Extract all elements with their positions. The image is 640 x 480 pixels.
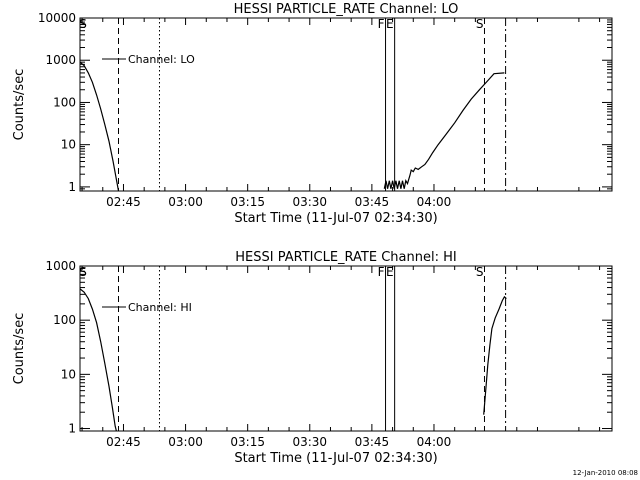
panel-2-y-axis-label: Counts/sec: [12, 313, 27, 385]
panel-1-series-group: [80, 61, 505, 191]
panel-1-title: HESSI PARTICLE_RATE Channel: LO: [234, 2, 459, 17]
panel-1-x-tick-label: 03:45: [355, 195, 390, 209]
panel-2-series-group: [80, 288, 507, 431]
panel-2-x-tick-label: 03:45: [355, 435, 390, 449]
panel-1-y-tick-label: 100: [53, 95, 76, 109]
panel-1-event-label: S: [476, 17, 484, 31]
panel-1-x-tick-label: 04:00: [417, 195, 452, 209]
panel-1-event-label: F: [378, 17, 385, 31]
panel-1-plot-frame: [79, 17, 613, 192]
panel-2-y-tick-label: 10: [61, 367, 76, 381]
panel-1-x-tick-label: 02:45: [106, 195, 141, 209]
panel-2-x-tick-label: 03:15: [230, 435, 265, 449]
panel-2-series-line: [80, 288, 117, 431]
panel-1-series-line: [80, 61, 120, 191]
panel-1-event-label: E: [386, 17, 394, 31]
panel-2-chart: HESSI PARTICLE_RATE Channel: HI 02:45 03:0…: [12, 250, 613, 466]
panel-1-x-tick-label: 03:00: [168, 195, 203, 209]
panel-1-x-tick-label: 03:15: [230, 195, 265, 209]
panel-1-series-line: [383, 72, 505, 189]
panel-2-x-axis-label: Start Time (11-Jul-07 02:34:30): [234, 451, 437, 466]
panel-1-x-axis-label: Start Time (11-Jul-07 02:34:30): [234, 211, 437, 226]
panel-2-y-tick-label: 100: [53, 313, 76, 327]
panel-2-event-label: F: [378, 265, 385, 279]
panel-2-title: HESSI PARTICLE_RATE Channel: HI: [235, 250, 456, 265]
panel-1-y-tick-label: 1: [68, 180, 76, 194]
panel-2-x-tick-label: 02:45: [106, 435, 141, 449]
panel-1-y-tick-label: 10000: [38, 11, 76, 25]
panel-2-x-tick-label: 03:30: [292, 435, 327, 449]
panel-2-event-label: S: [79, 265, 87, 279]
panel-2-event-label: E: [386, 265, 394, 279]
footer-timestamp: 12-Jan-2010 08:08: [573, 469, 638, 477]
panel-1-y-tick-label: 1000: [45, 53, 76, 67]
panel-2-x-tick-label: 03:00: [168, 435, 203, 449]
panel-1-y-axis-label: Counts/sec: [12, 69, 27, 141]
panel-2-x-tick-label: 04:00: [417, 435, 452, 449]
panel-2-y-tick-label: 1: [68, 422, 76, 436]
panel-1-chart: HESSI PARTICLE_RATE Channel: LO 02:45 03:0…: [12, 2, 613, 226]
panel-2-series-line: [483, 295, 507, 415]
panel-2-event-label: S: [476, 265, 484, 279]
panel-2-y-tick-label: 1000: [45, 259, 76, 273]
panel-2-legend-label: Channel: HI: [128, 301, 192, 314]
panel-1-y-tick-label: 10: [61, 138, 76, 152]
panel-1-x-tick-label: 03:30: [292, 195, 327, 209]
panel-1-legend-label: Channel: LO: [128, 53, 195, 66]
panel-1-event-label: S: [79, 17, 87, 31]
